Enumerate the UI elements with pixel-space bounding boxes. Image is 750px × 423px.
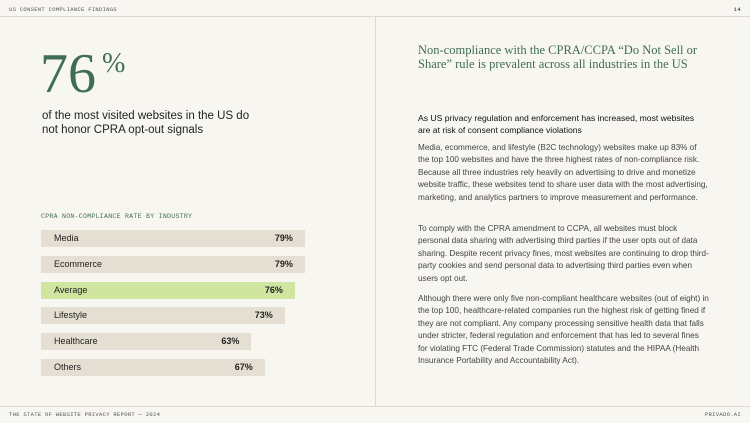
article-heading: Non-compliance with the CPRA/CCPA “Do No… xyxy=(418,43,698,71)
value-label: 79% xyxy=(274,258,293,269)
value-label: 63% xyxy=(221,336,240,347)
bar-label: Average xyxy=(54,284,88,295)
value-label: 79% xyxy=(274,233,293,243)
footer-rule xyxy=(0,406,750,407)
column-divider xyxy=(375,16,376,406)
stat-unit: % xyxy=(102,48,126,79)
bar-label: Ecommerce xyxy=(54,258,103,269)
page-number: 14 xyxy=(733,6,741,13)
value-label: 67% xyxy=(234,362,253,372)
paragraph: Media, ecommerce, and lifestyle (B2C tec… xyxy=(418,143,708,202)
paragraph: Although there were only five non-compli… xyxy=(418,294,709,366)
bar: Average 76% xyxy=(41,281,295,299)
bar-label: Media xyxy=(54,233,79,243)
bar-label: Others xyxy=(54,362,82,372)
bar: Media 79% xyxy=(41,230,305,247)
bar: Ecommerce 79% xyxy=(41,255,305,273)
bar: Healthcare 63% xyxy=(41,333,252,351)
bar: Others 67% xyxy=(41,359,265,376)
chart-title: CPRA NON-COMPLIANCE RATE BY INDUSTRY xyxy=(41,213,193,220)
footer-brand: PRIVADO.AI xyxy=(704,411,741,418)
bar-label: Lifestyle xyxy=(54,310,88,321)
article-lead: As US privacy regulation and enforcement… xyxy=(418,113,695,136)
footer-report: THE STATE OF WEBSITE PRIVACY REPORT — 20… xyxy=(9,411,161,418)
value-label: 76% xyxy=(264,284,283,295)
value-label: 73% xyxy=(254,310,273,321)
stat-number: 76 xyxy=(40,43,96,105)
section-label: US CONSENT COMPLIANCE FINDINGS xyxy=(9,6,118,13)
bar-label: Healthcare xyxy=(54,336,98,347)
bar: Lifestyle 73% xyxy=(41,307,285,325)
stat-caption: of the most visited websites in the US d… xyxy=(42,110,250,136)
paragraph: To comply with the CPRA amendment to CCP… xyxy=(418,224,709,283)
